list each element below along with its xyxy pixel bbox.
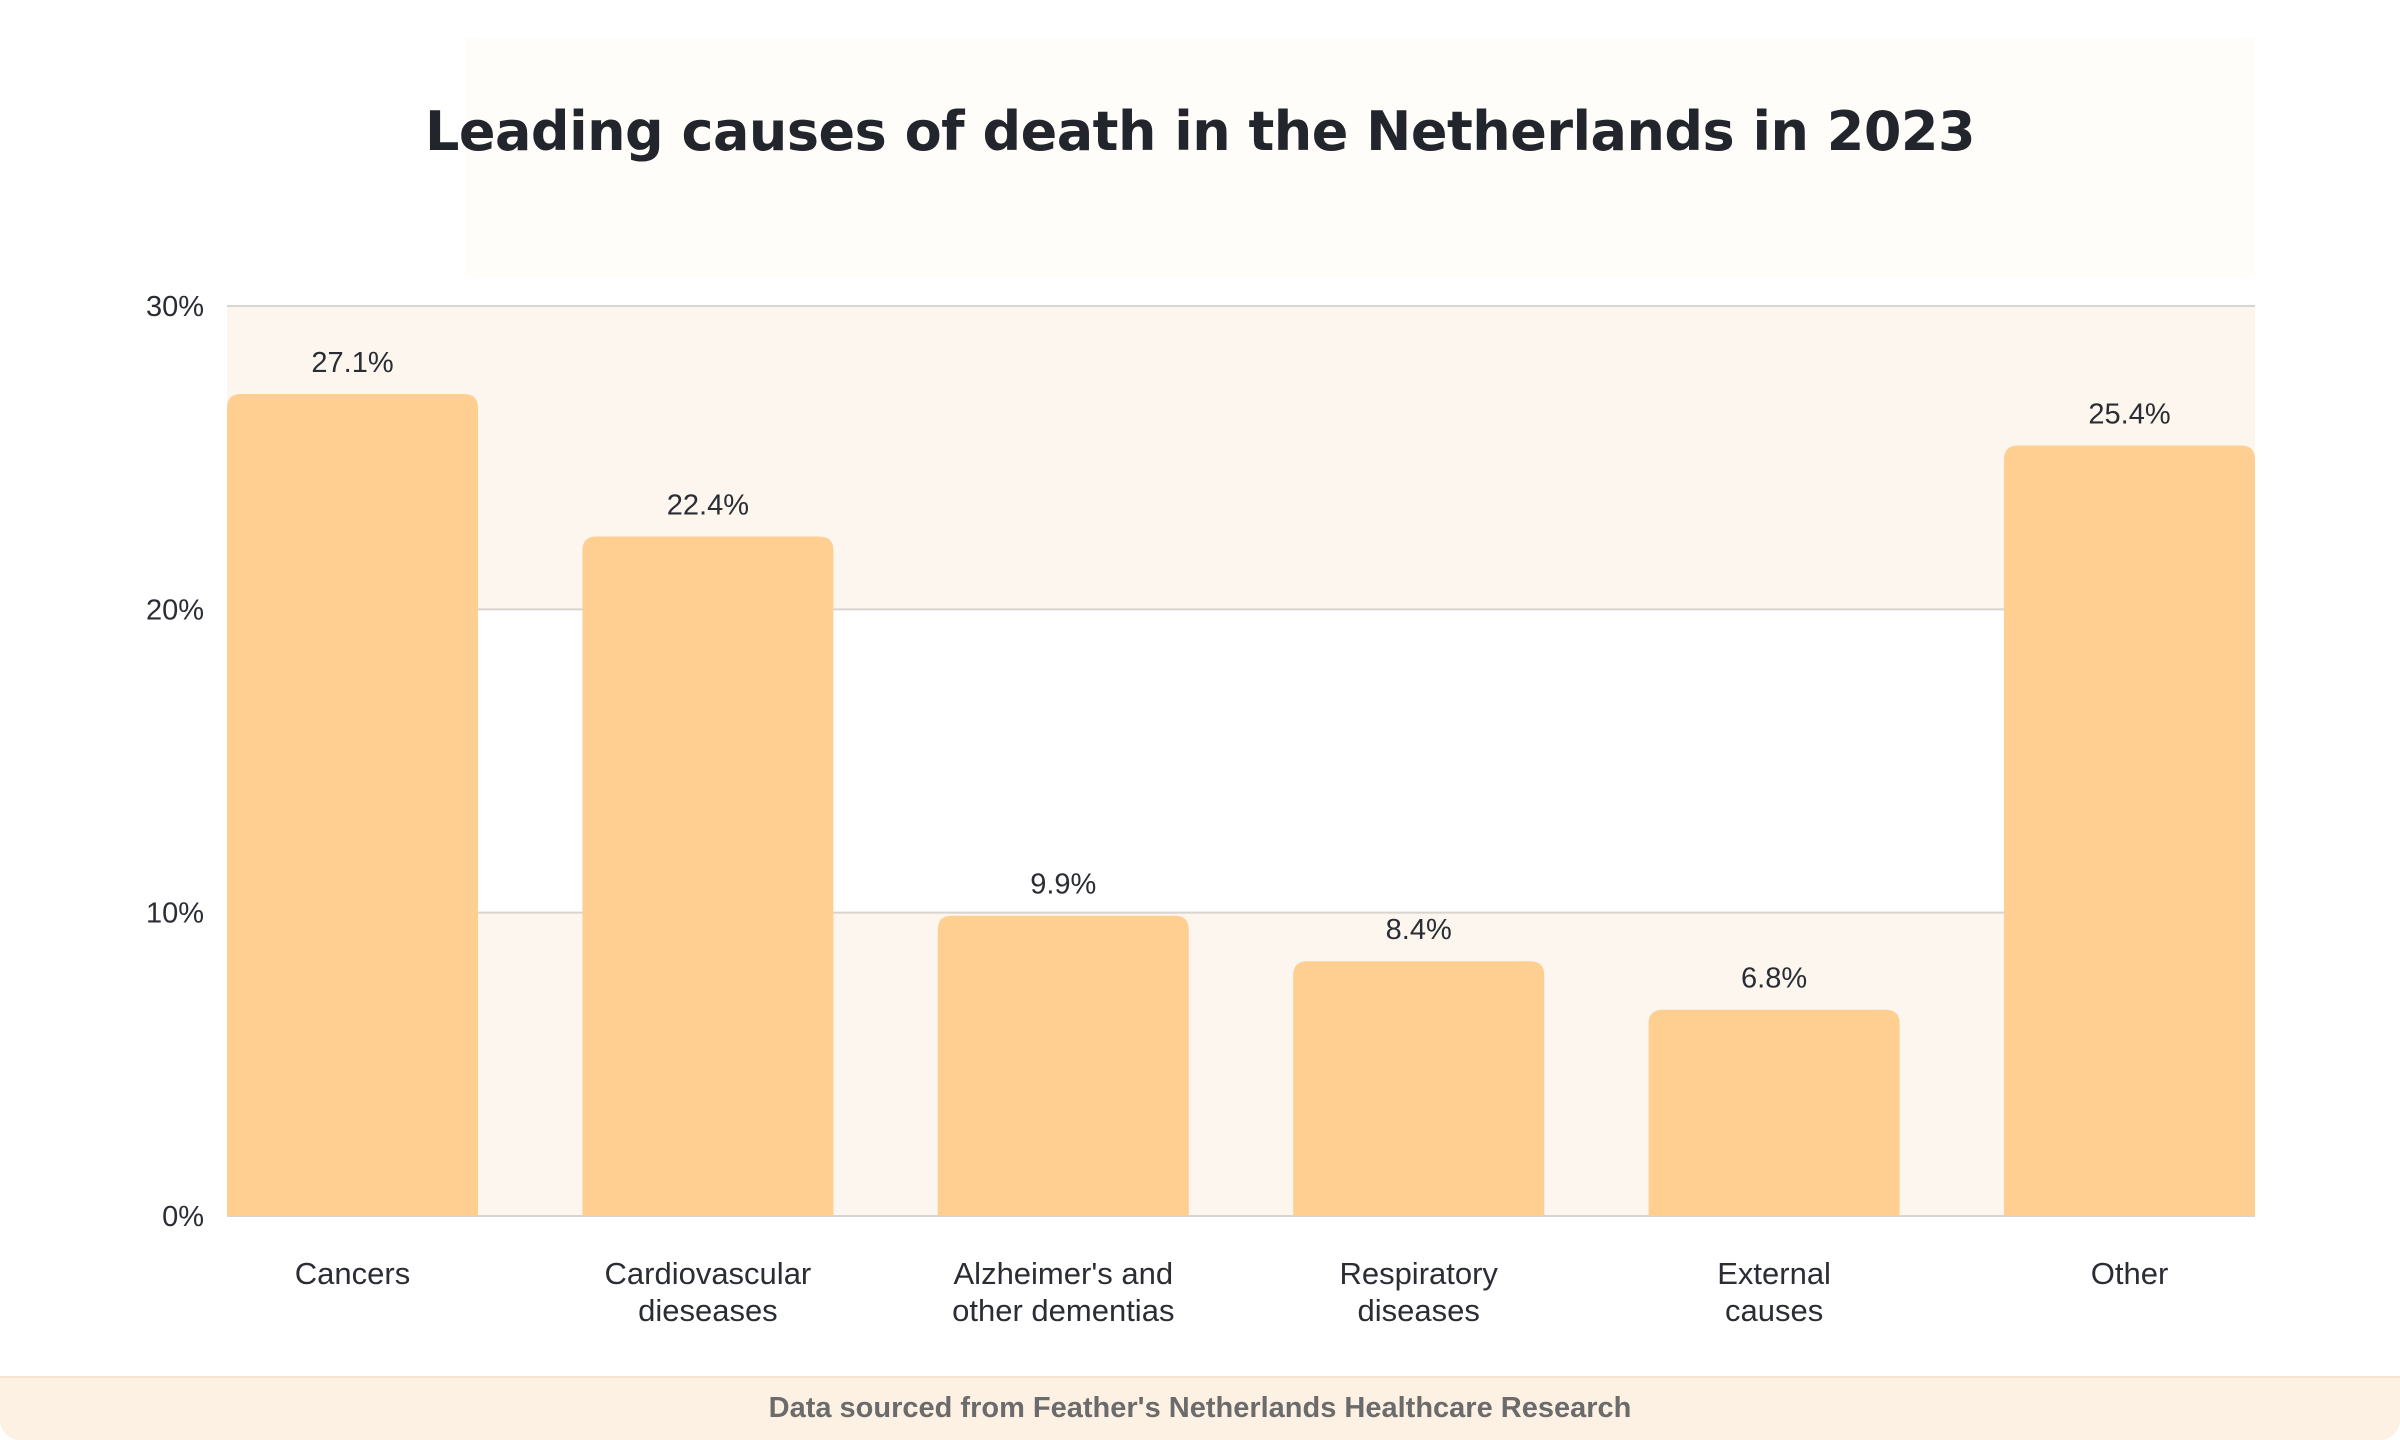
x-category-label: Alzheimer's and other dementias: [952, 1256, 1175, 1328]
y-tick-label: 10%: [146, 898, 204, 930]
x-category-label: Other: [2090, 1256, 2169, 1291]
x-category-label: Cardiovascular dieseases: [604, 1256, 812, 1328]
bar: [1293, 961, 1545, 1216]
bar: [1648, 1009, 1900, 1216]
y-tick-label: 20%: [146, 594, 204, 626]
y-tick-label: 0%: [162, 1201, 204, 1233]
source-note: Data sourced from Feather's Netherlands …: [768, 1392, 1632, 1424]
bar: [2004, 445, 2255, 1216]
chart-title: Leading causes of death in the Netherlan…: [424, 100, 1976, 163]
bar-value-label: 22.4%: [667, 490, 749, 522]
bar: [227, 393, 478, 1216]
x-category-label: Respiratory diseases: [1339, 1256, 1498, 1328]
bar: [582, 536, 834, 1216]
bar-value-label: 6.8%: [1741, 963, 1807, 995]
plot-band-lower: [227, 912, 2255, 1216]
bar: [937, 915, 1189, 1216]
y-tick-label: 30%: [146, 291, 204, 323]
x-category-label: Cancers: [294, 1256, 411, 1291]
bar-value-label: 27.1%: [311, 347, 393, 379]
bar-value-label: 8.4%: [1386, 914, 1452, 946]
bar-value-label: 9.9%: [1030, 869, 1096, 901]
bar-value-label: 25.4%: [2088, 399, 2170, 431]
plot-band-upper: [227, 306, 2255, 610]
footer-bar: Data sourced from Feather's Netherlands …: [0, 1376, 2400, 1440]
bar-chart: 0% 10% 20% 30% 27.1% 22.4% 9.9% 8.4% 6.8% 25.4%: [146, 291, 2255, 1233]
x-category-label: External causes: [1717, 1256, 1831, 1328]
title-panel: [465, 38, 2255, 278]
